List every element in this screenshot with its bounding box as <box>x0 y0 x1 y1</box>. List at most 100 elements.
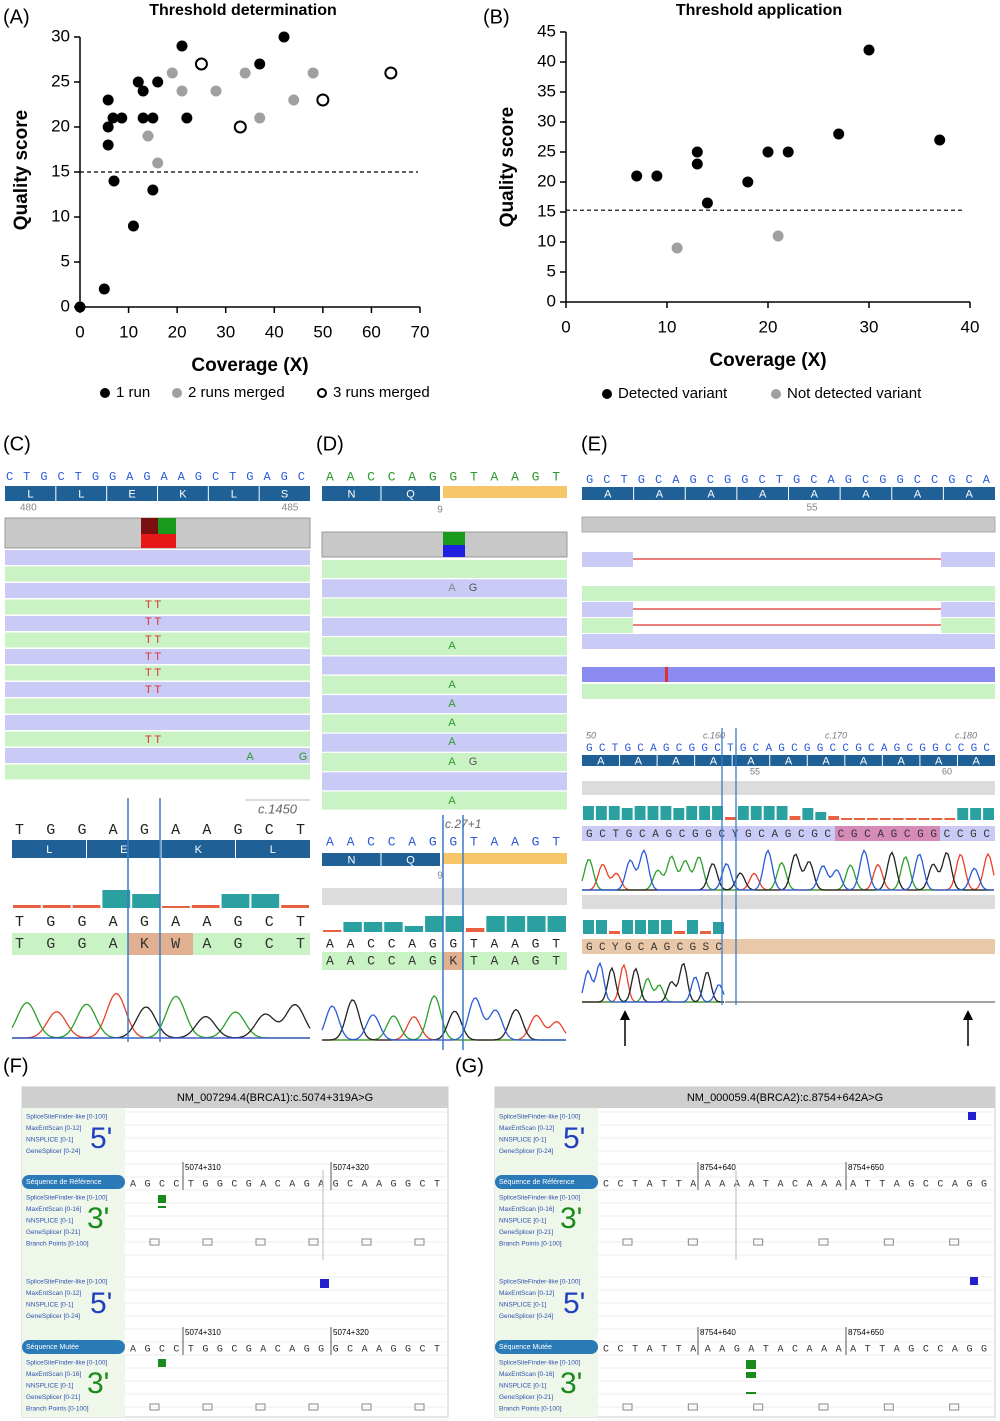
amino-acid: A <box>914 488 922 500</box>
amino-acid: L <box>231 488 237 500</box>
data-point <box>671 242 683 254</box>
branch-box <box>949 1403 960 1411</box>
branch-box <box>361 1403 372 1411</box>
amino-acid: A <box>785 755 793 767</box>
read <box>322 598 567 617</box>
quality-bar <box>13 905 41 908</box>
read <box>322 675 567 694</box>
quality-bar <box>132 894 160 908</box>
branch-box <box>622 1403 633 1411</box>
panel-label: (B) <box>483 6 510 28</box>
amino-acid: N <box>348 854 356 866</box>
score-label: GeneSplicer [0-24] <box>26 1313 80 1320</box>
variant-block <box>443 545 465 557</box>
score-bar <box>746 1392 756 1394</box>
score-label: MaxEntScan [0-16] <box>499 1371 554 1378</box>
data-point <box>147 112 159 124</box>
x-tick-label: 10 <box>119 322 138 341</box>
x-tick-label: 70 <box>411 322 430 341</box>
prime-label: 3' <box>560 1202 582 1235</box>
quality-bar <box>700 931 711 934</box>
data-point <box>651 170 663 182</box>
chromatogram-trace <box>582 848 994 891</box>
panel-label: (F) <box>3 1055 29 1077</box>
score-square <box>158 1195 166 1203</box>
read-call: T T <box>145 599 161 611</box>
variant-block <box>158 518 176 534</box>
position-label: 55 <box>806 503 818 514</box>
legend-marker <box>602 389 612 399</box>
position-label: 8754+640 <box>700 1163 736 1172</box>
amino-acid: K <box>179 488 187 500</box>
quality-bar <box>931 818 943 820</box>
quality-bar <box>609 931 620 934</box>
sequence: AACCAGGTAAGT <box>326 469 560 484</box>
y-tick-label: 0 <box>547 291 556 310</box>
amino-acid: K <box>195 844 203 856</box>
y-tick-label: 25 <box>51 71 70 90</box>
branch-box <box>883 1403 894 1411</box>
data-point <box>152 76 164 88</box>
ambiguous-call <box>443 952 463 970</box>
read <box>322 579 567 598</box>
x-tick-label: 30 <box>216 322 235 341</box>
quality-bar <box>323 930 342 932</box>
y-tick-label: 10 <box>537 231 556 250</box>
panel-label: (D) <box>316 433 344 455</box>
quality-bar <box>687 920 698 934</box>
x-tick-label: 40 <box>961 317 980 336</box>
legend-marker <box>771 389 781 399</box>
branch-box <box>753 1238 764 1246</box>
amino-acid: E <box>128 488 135 500</box>
amino-acid: A <box>656 488 664 500</box>
data-point <box>176 85 188 97</box>
data-point <box>102 121 114 133</box>
read <box>5 632 310 648</box>
data-point <box>210 85 222 97</box>
position-label: 8754+640 <box>700 1328 736 1337</box>
data-point <box>127 220 139 232</box>
read <box>5 583 310 598</box>
read <box>322 656 567 675</box>
score-label: SpliceSiteFinder-like [0-100] <box>26 1279 107 1286</box>
data-point <box>631 170 643 182</box>
data-point <box>288 94 300 106</box>
score-label: NNSPLICE [0-1] <box>499 1383 547 1390</box>
amino-acid: A <box>597 755 605 767</box>
score-label: GeneSplicer [0-21] <box>499 1229 553 1236</box>
legend-marker <box>100 388 110 398</box>
sequence-label-pill <box>22 1175 125 1189</box>
branch-box <box>414 1403 425 1411</box>
branch-box <box>818 1403 829 1411</box>
quality-bar <box>957 808 969 820</box>
amino-acid: A <box>935 755 943 767</box>
quality-bar <box>583 920 594 934</box>
arrow-head <box>620 1010 630 1020</box>
quality-bar <box>506 916 526 932</box>
quality-bar <box>42 905 71 908</box>
quality-bar <box>384 922 403 932</box>
position-label: c.170 <box>825 730 847 740</box>
prime-label: 3' <box>87 1367 109 1400</box>
x-axis-label: Coverage (X) <box>191 355 308 376</box>
amino-acid-bar <box>582 755 995 766</box>
amino-acid: E <box>120 844 127 856</box>
x-tick-label: 0 <box>561 317 570 336</box>
position-label: c.180 <box>955 730 977 740</box>
chromatogram-trace <box>11 995 310 1039</box>
read-call: G <box>469 756 478 768</box>
branch-box <box>202 1238 213 1246</box>
y-tick-label: 15 <box>537 201 556 220</box>
data-point <box>181 112 193 124</box>
amino-acid: A <box>759 488 767 500</box>
score-label: NNSPLICE [0-1] <box>499 1302 547 1309</box>
position-label: 5074+310 <box>185 1163 221 1172</box>
score-label: MaxEntScan [0-12] <box>26 1125 81 1132</box>
quality-bar <box>737 806 749 820</box>
score-label: GeneSplicer [0-21] <box>26 1394 80 1401</box>
quality-bar <box>944 818 956 820</box>
score-label: SpliceSiteFinder-like [0-100] <box>26 1360 107 1367</box>
read <box>5 550 310 565</box>
data-point <box>152 157 164 169</box>
quality-bar <box>647 806 659 820</box>
